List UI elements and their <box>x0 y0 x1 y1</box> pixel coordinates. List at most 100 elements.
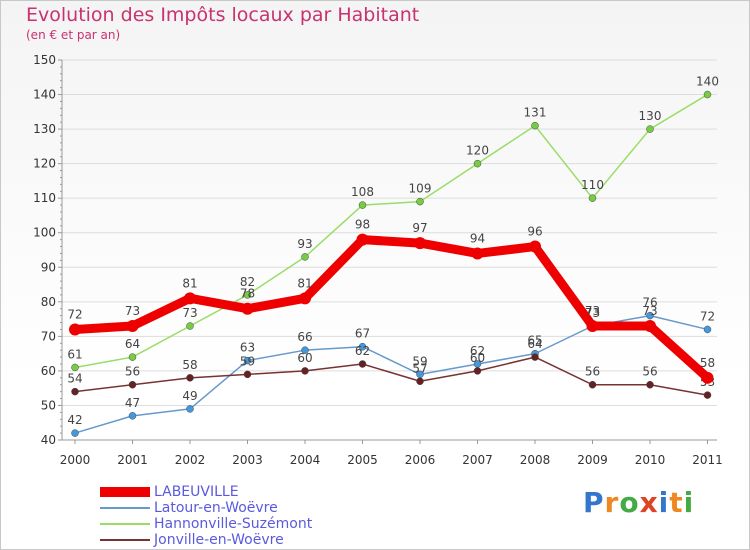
data-point <box>184 292 196 305</box>
data-label: 59 <box>240 354 255 368</box>
data-label: 56 <box>642 365 657 379</box>
data-label: 65 <box>527 334 542 348</box>
x-tick-label: 2008 <box>520 453 551 467</box>
data-point <box>703 325 712 334</box>
chart-legend: LABEUVILLE Latour-en-Woëvre Hannonville-… <box>100 484 312 548</box>
legend-swatch <box>100 523 150 525</box>
data-label: 72 <box>700 309 715 323</box>
logo-letter: o <box>619 486 640 519</box>
y-tick-label: 50 <box>41 398 56 412</box>
data-label: 110 <box>581 178 604 192</box>
data-label: 60 <box>297 351 312 365</box>
data-point <box>646 380 654 389</box>
data-point <box>358 342 367 351</box>
data-label: 61 <box>67 347 82 361</box>
legend-label: Hannonville-Suzémont <box>154 516 313 532</box>
logo-letter: P <box>583 486 605 519</box>
data-point <box>588 380 597 389</box>
y-tick-label: 70 <box>41 329 56 343</box>
page-subtitle: (en € et par an) <box>26 28 121 42</box>
x-tick-label: 2001 <box>117 453 148 467</box>
series-line <box>74 356 709 396</box>
data-point <box>128 380 137 389</box>
legend-swatch <box>100 507 150 509</box>
data-point <box>529 240 541 253</box>
data-point <box>299 292 311 305</box>
series-line <box>74 314 709 434</box>
data-point <box>531 121 539 130</box>
logo-letter: i <box>683 486 695 519</box>
legend-swatch <box>100 539 150 541</box>
data-point <box>128 353 137 361</box>
y-tick-label: 60 <box>41 364 56 378</box>
legend-label: Latour-en-Woëvre <box>154 500 278 516</box>
data-point <box>301 346 309 354</box>
data-point <box>301 367 309 375</box>
data-label: 82 <box>240 275 255 289</box>
y-tick-label: 40 <box>41 433 56 447</box>
data-point <box>586 320 599 332</box>
data-point <box>473 159 482 168</box>
data-point <box>588 194 597 202</box>
y-tick-label: 120 <box>33 157 56 171</box>
data-point <box>71 363 79 372</box>
series-line <box>70 235 712 383</box>
data-point <box>416 377 424 386</box>
data-point <box>126 320 139 332</box>
data-point <box>701 371 714 384</box>
data-point <box>356 233 369 246</box>
data-point <box>416 197 424 206</box>
data-label: 49 <box>182 389 197 403</box>
y-tick-label: 150 <box>33 53 56 67</box>
legend-item-jonville: Jonville-en-Woëvre <box>100 532 312 548</box>
data-label: 58 <box>700 356 715 370</box>
data-label: 42 <box>67 413 82 427</box>
data-label: 109 <box>409 182 432 196</box>
data-point <box>243 370 252 379</box>
data-label: 64 <box>527 337 542 351</box>
data-label: 76 <box>642 296 657 310</box>
data-point <box>186 374 194 382</box>
data-point <box>703 391 712 399</box>
data-label: 63 <box>240 341 255 355</box>
data-point <box>186 405 194 413</box>
x-tick-label: 2011 <box>692 453 723 467</box>
data-label: 66 <box>297 330 312 344</box>
data-label: 120 <box>466 144 489 158</box>
data-label: 140 <box>696 75 719 89</box>
y-tick-label: 110 <box>33 191 56 205</box>
data-point <box>243 291 252 299</box>
data-point <box>703 90 712 99</box>
data-point <box>243 356 252 365</box>
data-label: 56 <box>585 365 600 379</box>
logo-letter: x <box>639 486 659 519</box>
data-point <box>186 322 194 330</box>
data-label: 78 <box>240 287 255 301</box>
data-label: 57 <box>412 361 427 375</box>
legend-item-labeuville: LABEUVILLE <box>100 484 312 500</box>
x-tick-label: 2005 <box>347 453 378 467</box>
data-label: 73 <box>642 304 657 318</box>
data-label: 54 <box>67 372 82 386</box>
data-point <box>358 201 367 209</box>
data-label: 64 <box>125 337 140 351</box>
data-label: 62 <box>355 344 370 358</box>
data-point <box>301 253 309 261</box>
data-label: 47 <box>125 396 140 410</box>
proxiti-logo: Proxiti <box>583 486 694 519</box>
data-label: 96 <box>527 225 542 239</box>
x-tick-label: 2000 <box>60 453 91 467</box>
data-label: 58 <box>182 358 197 372</box>
data-label: 130 <box>639 109 662 123</box>
x-tick-label: 2010 <box>635 453 666 467</box>
data-label: 73 <box>182 306 197 320</box>
logo-letter: i <box>658 486 670 519</box>
data-label: 97 <box>412 221 427 235</box>
data-point <box>473 367 482 375</box>
x-tick-label: 2009 <box>577 453 608 467</box>
data-label: 73 <box>125 304 140 318</box>
data-label: 67 <box>355 327 370 341</box>
x-tick-label: 2003 <box>232 453 263 467</box>
